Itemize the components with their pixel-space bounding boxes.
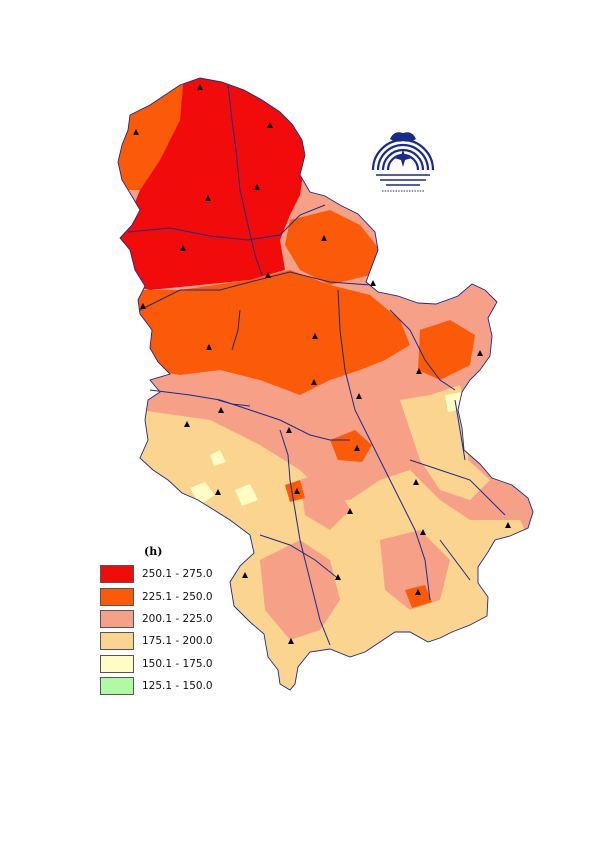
river-sava-morava — [149, 389, 350, 441]
river-tributary-west — [217, 399, 251, 407]
station-marker — [356, 393, 362, 399]
stations — [133, 84, 511, 644]
legend-label: 150.1 - 175.0 — [142, 657, 213, 670]
zone-150-175-d — [210, 450, 226, 466]
station-marker — [133, 129, 139, 135]
zone-225-250-patch-b — [285, 480, 305, 502]
compass-star-icon — [394, 149, 412, 167]
zone-250-275-north — [118, 78, 305, 290]
river-canal — [127, 204, 326, 241]
station-marker — [265, 272, 271, 278]
zone-200-225-south-b — [380, 530, 450, 610]
zone-200-225-central — [300, 470, 350, 530]
station-marker — [416, 368, 422, 374]
station-marker — [206, 344, 212, 350]
station-marker — [140, 303, 146, 309]
station-marker — [477, 350, 483, 356]
river-timok-north — [389, 309, 456, 391]
zone-150-175-c — [445, 392, 462, 412]
station-marker — [335, 574, 341, 580]
zone-225-250-patch-a — [330, 430, 372, 462]
river-tisa — [227, 84, 263, 276]
zone-225-250-central — [118, 270, 410, 395]
station-marker — [205, 195, 211, 201]
legend-item: 250.1 - 275.0 — [100, 563, 260, 585]
legend-label: 200.1 - 225.0 — [142, 612, 213, 625]
river-morava — [337, 289, 431, 601]
station-marker — [197, 84, 203, 90]
zone-150-175-b — [235, 484, 258, 506]
station-marker — [413, 479, 419, 485]
station-marker — [311, 379, 317, 385]
meteorological-service-logo — [371, 132, 435, 192]
legend-title: (h) — [144, 545, 163, 558]
zone-225-250-northeast — [285, 210, 380, 285]
legend-swatch — [100, 609, 134, 628]
station-marker — [347, 508, 353, 514]
station-marker — [218, 407, 224, 413]
station-marker — [370, 280, 376, 286]
legend-item: 125.1 - 150.0 — [100, 675, 260, 697]
legend-swatch — [100, 632, 134, 651]
river-timok — [454, 399, 466, 461]
zone-200-225-south-a — [260, 540, 340, 640]
station-marker — [505, 522, 511, 528]
rivers — [127, 84, 506, 646]
legend-swatch — [100, 565, 134, 584]
river-tributary-southeast — [439, 539, 471, 581]
river-kolubara — [231, 309, 241, 351]
zone-150-175-a — [190, 482, 215, 505]
logo-crown — [390, 132, 416, 142]
station-marker — [321, 235, 327, 241]
legend-label: 125.1 - 150.0 — [142, 680, 213, 693]
legend-label: 250.1 - 275.0 — [142, 568, 213, 581]
station-marker — [288, 638, 294, 644]
station-marker — [215, 489, 221, 495]
legend-item: 150.1 - 175.0 — [100, 653, 260, 675]
river-danube — [139, 271, 371, 311]
map-legend: (h) 250.1 - 275.0 225.1 - 250.0 200.1 - … — [100, 545, 260, 697]
legend-item: 200.1 - 225.0 — [100, 608, 260, 630]
station-marker — [415, 589, 421, 595]
station-marker — [184, 421, 190, 427]
legend-swatch — [100, 654, 134, 673]
logo-base-lines — [376, 174, 430, 186]
zone-175-200-west — [150, 430, 240, 500]
river-tributary-south — [259, 534, 341, 581]
station-marker — [180, 245, 186, 251]
river-ibar — [279, 429, 331, 646]
station-marker — [312, 333, 318, 339]
legend-label: 175.1 - 200.0 — [142, 635, 213, 648]
station-marker — [294, 488, 300, 494]
river-nisava — [409, 459, 506, 516]
legend-swatch — [100, 587, 134, 606]
station-marker — [286, 427, 292, 433]
legend-swatch — [100, 677, 134, 696]
zone-225-250-east — [418, 320, 475, 380]
legend-item: 225.1 - 250.0 — [100, 585, 260, 607]
legend-label: 225.1 - 250.0 — [142, 590, 213, 603]
station-marker — [242, 572, 248, 578]
station-marker — [354, 445, 360, 451]
station-marker — [420, 529, 426, 535]
zone-225-250-patch-c — [405, 585, 432, 608]
legend-item: 175.1 - 200.0 — [100, 630, 260, 652]
station-marker — [267, 122, 273, 128]
station-marker — [254, 184, 260, 190]
